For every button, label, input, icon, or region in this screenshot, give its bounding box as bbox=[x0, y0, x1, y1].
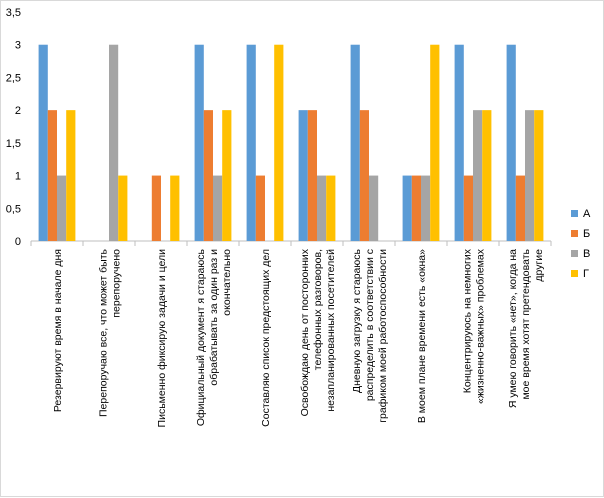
legend-swatch bbox=[571, 270, 578, 277]
category-label: Резервируют время в начале дня bbox=[52, 249, 64, 412]
category-label: Я умею говорить «нет», когда на bbox=[507, 249, 519, 408]
axes bbox=[30, 240, 552, 246]
y-tick-label: 1 bbox=[15, 171, 21, 183]
legend-swatch bbox=[571, 210, 578, 217]
y-tick-label: 0,5 bbox=[6, 203, 21, 215]
category-label: телефонных разговоров, bbox=[312, 249, 324, 370]
category-label: другие bbox=[533, 249, 545, 282]
category-labels: Резервируют время в начале дня Перепоруча… bbox=[52, 248, 545, 427]
bar bbox=[194, 44, 204, 241]
legend-swatch bbox=[571, 250, 578, 257]
y-axis-labels: 0 0,5 1 1,5 2 2,5 3 3,5 bbox=[6, 7, 21, 248]
legend-label: Б bbox=[583, 228, 590, 240]
bar bbox=[246, 44, 256, 241]
bar bbox=[411, 175, 421, 241]
category-label: Письменно фиксирую задачи и цели bbox=[156, 249, 168, 428]
category-label: обрабатывать за один раз и bbox=[208, 249, 220, 386]
legend-label: В bbox=[583, 248, 590, 260]
bar bbox=[255, 175, 265, 241]
bar bbox=[515, 175, 525, 241]
bar bbox=[213, 175, 223, 241]
bar bbox=[170, 175, 180, 241]
category-label: Перепоручаю все, что может быть bbox=[98, 248, 110, 417]
y-tick-label: 1,5 bbox=[6, 138, 21, 150]
bar bbox=[473, 110, 483, 242]
legend-swatch bbox=[571, 230, 578, 237]
category-label: В моем плане времени есть «окна» bbox=[416, 249, 428, 423]
y-tick-label: 2 bbox=[15, 105, 21, 117]
bar bbox=[506, 44, 516, 241]
bar bbox=[47, 110, 57, 242]
bar bbox=[421, 175, 431, 241]
bar bbox=[359, 110, 369, 242]
category-label: перепоручено bbox=[111, 249, 123, 318]
category-label: окончательно bbox=[221, 249, 233, 316]
legend-label: Г bbox=[583, 268, 589, 280]
bar bbox=[38, 44, 48, 241]
bar bbox=[317, 175, 327, 241]
bar bbox=[222, 110, 232, 242]
bar bbox=[57, 175, 67, 241]
bar bbox=[118, 175, 128, 241]
category-label: Дневную загрузку я стараюсь bbox=[351, 248, 363, 393]
y-tick-label: 0 bbox=[15, 236, 21, 248]
category-label: мое время хотят претендовать bbox=[520, 248, 532, 399]
category-label: распределить в соответствии с bbox=[364, 249, 376, 401]
category-label: «жизненно-важных» проблемах bbox=[475, 248, 487, 404]
bar bbox=[151, 175, 161, 241]
bar bbox=[350, 44, 360, 241]
y-tick-label: 3,5 bbox=[6, 7, 21, 19]
bar bbox=[274, 44, 284, 241]
bar bbox=[463, 175, 473, 241]
bar bbox=[402, 175, 412, 241]
bar bbox=[66, 110, 76, 242]
bar bbox=[525, 110, 535, 242]
bar bbox=[203, 110, 213, 242]
category-label: Освобождаю день от посторонних bbox=[299, 248, 311, 416]
category-label: графиком моей работоспособности bbox=[377, 249, 389, 423]
category-label: Составляю список предстоящих дел bbox=[260, 249, 272, 427]
y-tick-label: 2,5 bbox=[6, 72, 21, 84]
bar bbox=[369, 175, 379, 241]
legend-label: А bbox=[583, 208, 591, 220]
y-tick-label: 3 bbox=[15, 40, 21, 52]
bar bbox=[482, 110, 492, 242]
bars bbox=[38, 44, 544, 242]
category-label: Концентрируюсь на немногих bbox=[462, 248, 474, 393]
category-label: Официальный документ я стараюсь bbox=[195, 248, 207, 426]
bar bbox=[430, 44, 440, 241]
category-label: незапланированных посетителей bbox=[325, 249, 337, 412]
bar bbox=[534, 110, 544, 242]
bar bbox=[454, 44, 464, 241]
bar bbox=[307, 110, 317, 242]
bar bbox=[326, 175, 336, 241]
bar bbox=[298, 110, 308, 242]
bar bbox=[109, 44, 119, 241]
